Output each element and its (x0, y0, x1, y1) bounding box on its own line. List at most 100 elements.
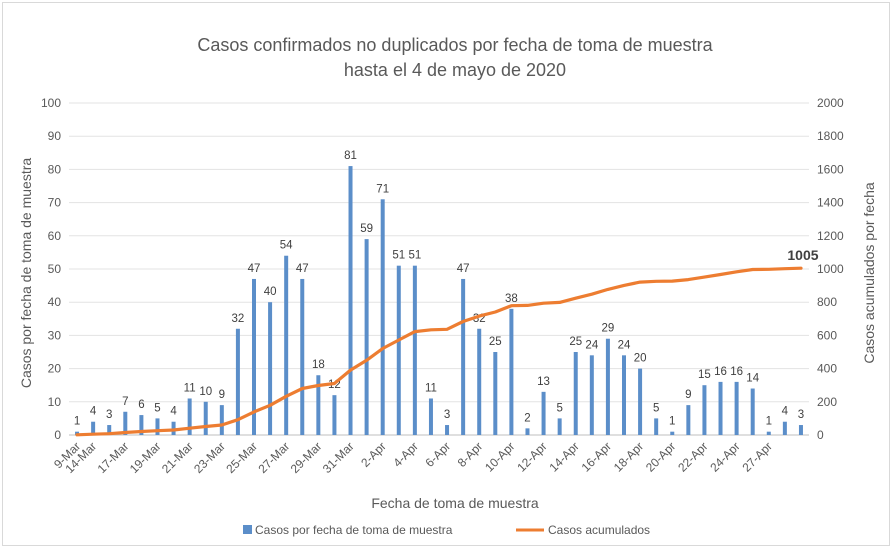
bar-value-label: 11 (425, 382, 437, 394)
x-tick-label: 8-Apr (455, 439, 486, 470)
bar-value-label: 16 (714, 366, 727, 378)
x-tick-label: 20-Apr (643, 439, 678, 474)
bar (493, 352, 498, 435)
bar (798, 425, 803, 435)
bar-value-label: 24 (618, 339, 631, 351)
chart-canvas: Casos confirmados no duplicados por fech… (18, 35, 877, 537)
bar-value-label: 2 (524, 412, 530, 424)
bar-value-label: 1 (74, 416, 80, 428)
bar (91, 421, 96, 435)
bar (686, 405, 691, 435)
bar-value-label: 4 (782, 406, 789, 418)
left-tick-label: 80 (48, 162, 62, 176)
bar (316, 375, 321, 435)
bar-value-label: 3 (798, 409, 804, 421)
x-tick-label: 27-Mar (256, 439, 293, 476)
x-tick-label: 31-Mar (320, 439, 357, 476)
right-axis-title: Casos acumulados por fecha (861, 182, 877, 364)
left-tick-label: 0 (54, 428, 61, 442)
bar-value-label: 51 (408, 250, 421, 262)
left-tick-label: 70 (48, 196, 62, 210)
bar (235, 328, 240, 435)
bar (107, 425, 112, 435)
bar (477, 328, 482, 435)
bar (589, 355, 594, 435)
x-tick-label: 23-Mar (191, 439, 228, 476)
bar-value-label: 1 (766, 416, 772, 428)
bar (654, 418, 659, 435)
bar-value-label: 38 (505, 293, 518, 305)
x-tick-label: 17-Mar (95, 439, 132, 476)
x-tick-label: 12-Apr (514, 439, 549, 474)
x-tick-label: 6-Apr (423, 439, 454, 470)
left-axis-title: Casos por fecha de toma de muestra (18, 158, 34, 389)
bar (461, 278, 466, 435)
x-tick-label: 16-Apr (579, 439, 614, 474)
legend: Casos por fecha de toma de muestra Casos… (243, 523, 650, 537)
bar (509, 308, 514, 435)
gridlines (69, 102, 809, 436)
line-series: 1005 (75, 247, 819, 437)
bar (638, 368, 643, 435)
x-axis-title: Fecha de toma de muestra (371, 495, 539, 511)
x-axis: 9-Mar14-Mar17-Mar19-Mar21-Mar23-Mar25-Ma… (51, 439, 775, 476)
bar-value-label: 14 (746, 373, 759, 385)
left-tick-label: 10 (48, 395, 62, 409)
right-tick-label: 200 (817, 395, 837, 409)
bar-value-label: 47 (457, 263, 470, 275)
right-tick-label: 600 (817, 328, 837, 342)
bar-value-label: 40 (264, 286, 277, 298)
left-tick-label: 90 (48, 129, 62, 143)
bar (268, 302, 273, 435)
x-tick-label: 4-Apr (390, 439, 421, 470)
bar (750, 388, 755, 435)
bar-value-label: 47 (248, 263, 261, 275)
bar-value-label: 13 (537, 376, 550, 388)
bar-value-label: 47 (296, 263, 309, 275)
right-tick-label: 1000 (817, 262, 844, 276)
bar-value-label: 59 (360, 223, 373, 235)
bar (219, 405, 224, 435)
bar-value-label: 25 (569, 336, 582, 348)
bar (766, 431, 771, 435)
bar (541, 391, 546, 435)
x-tick-label: 2-Apr (358, 439, 389, 470)
right-tick-label: 800 (817, 295, 837, 309)
bar-value-label: 3 (106, 409, 112, 421)
bar-value-label: 81 (344, 150, 357, 162)
x-tick-label: 21-Mar (159, 439, 196, 476)
chart-subtitle: hasta el 4 de mayo de 2020 (344, 60, 566, 80)
right-tick-label: 400 (817, 362, 837, 376)
x-tick-label: 14-Apr (546, 439, 581, 474)
x-tick-label: 18-Apr (611, 439, 646, 474)
bar (139, 415, 144, 435)
chart-title: Casos confirmados no duplicados por fech… (197, 35, 713, 55)
bar-value-label: 18 (312, 359, 325, 371)
right-axis: 0 200 400 600 800 1000 1200 1400 1600 1800 2000 (817, 96, 844, 442)
bar (605, 338, 610, 435)
bar-series (75, 166, 803, 435)
bar-value-label: 4 (170, 406, 177, 418)
bar (284, 255, 289, 435)
bar-value-label: 54 (280, 240, 293, 252)
bar-value-label: 32 (232, 313, 245, 325)
bar (734, 381, 739, 435)
bar-value-label: 3 (444, 409, 450, 421)
bar (428, 398, 433, 435)
bar (412, 265, 417, 435)
left-axis: 0 10 20 30 40 50 60 70 80 90 100 (41, 96, 61, 442)
right-tick-label: 1400 (817, 196, 844, 210)
bar-value-label: 10 (199, 386, 212, 398)
bar (525, 428, 530, 435)
x-tick-label: 27-Apr (740, 439, 775, 474)
legend-bar-label: Casos por fecha de toma de muestra (255, 523, 453, 537)
bar-value-label: 9 (685, 389, 691, 401)
cumulative-final-label: 1005 (787, 247, 818, 263)
left-tick-label: 50 (48, 262, 62, 276)
x-tick-label: 25-Mar (223, 439, 260, 476)
left-tick-label: 100 (41, 96, 61, 110)
right-tick-label: 2000 (817, 96, 844, 110)
bar-value-label: 9 (219, 389, 225, 401)
bar-value-label: 7 (122, 396, 128, 408)
